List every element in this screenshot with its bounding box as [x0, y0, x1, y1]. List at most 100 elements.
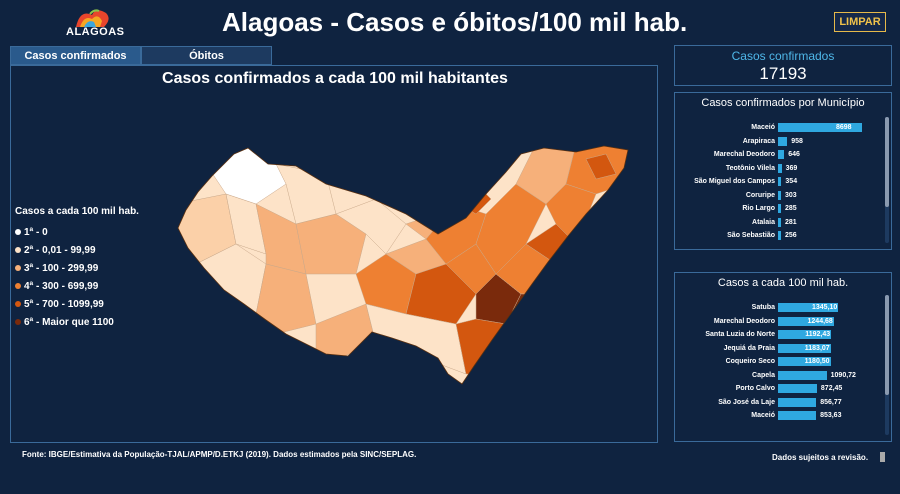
tab-bar: Casos confirmados Óbitos	[10, 46, 272, 65]
map-legend: Casos a cada 100 mil hab. 1ª - 0 2ª - 0,…	[15, 206, 139, 331]
bar-row[interactable]: São José da Laje 856,77	[675, 397, 885, 408]
municipality-cases-panel: Casos confirmados por Município Maceió 86…	[674, 92, 892, 250]
bar-row[interactable]: São Miguel dos Campos 354	[675, 177, 885, 187]
bar-row[interactable]: Coruripe 303	[675, 190, 885, 201]
bar-label: Jequiá da Praia	[723, 344, 775, 352]
bar-label: Coqueiro Seco	[725, 358, 775, 365]
bar-label: Marechal Deodoro	[713, 151, 775, 158]
bar-label: Marechal Deodoro	[713, 317, 775, 325]
bar-value-label: 1090,72	[830, 371, 856, 379]
bar-row[interactable]: Maceió 853,63	[675, 411, 885, 421]
kpi-label: Casos confirmados	[731, 49, 835, 63]
bar[interactable]	[778, 411, 817, 420]
bar-row[interactable]: Arapiraca 958	[675, 136, 885, 147]
bar[interactable]	[778, 163, 782, 173]
bar[interactable]	[778, 330, 832, 339]
bar-label: Maceió	[751, 412, 775, 419]
clear-button[interactable]: LIMPAR	[834, 12, 886, 32]
page-title: Alagoas - Casos e óbitos/100 mil hab.	[222, 7, 688, 37]
bar-value-label: 1244,68	[807, 317, 833, 325]
kpi-value: 17193	[759, 64, 807, 83]
legend-item[interactable]: 2ª - 0,01 - 99,99	[15, 241, 139, 259]
bar-value-label: 285	[785, 205, 797, 212]
legend-item[interactable]: 3ª - 100 - 299,99	[15, 259, 139, 277]
bar-label: Teotônio Vilela	[725, 164, 775, 172]
bar-label: Porto Calvo	[735, 385, 775, 392]
legend-title: Casos a cada 100 mil hab.	[15, 206, 139, 217]
bar-label: Santa Luzia do Norte	[705, 331, 775, 338]
logo-text: ALAGOAS	[66, 26, 125, 38]
kpi-card: Casos confirmados 17193	[674, 45, 892, 86]
scroll-thumb[interactable]	[885, 117, 889, 207]
bar-value-label: 646	[788, 151, 800, 158]
bar-value-label: 1180,50	[804, 358, 830, 365]
bar[interactable]	[778, 303, 838, 312]
map-panel: Casos confirmados a cada 100 mil habitan…	[10, 65, 658, 443]
bar-label: Rio Largo	[742, 205, 775, 212]
bar[interactable]	[778, 123, 862, 132]
bar-value-label: 354	[785, 178, 798, 185]
bar-row[interactable]: Capela 1090,72	[675, 370, 885, 381]
bar[interactable]	[778, 370, 827, 380]
bar-label: Coruripe	[745, 191, 775, 199]
scrollbar[interactable]	[885, 117, 889, 243]
bar-row[interactable]: Marechal Deodoro 646	[675, 150, 885, 160]
bar[interactable]	[778, 190, 781, 200]
bar-row[interactable]: São Sebastião 256	[675, 231, 885, 241]
tab-obitos[interactable]: Óbitos	[141, 46, 272, 65]
legend-item[interactable]: 5ª - 700 - 1099,99	[15, 295, 139, 313]
municipality-cases-title: Casos confirmados por Município	[701, 97, 865, 109]
bar[interactable]	[778, 136, 788, 146]
per-100k-title: Casos a cada 100 mil hab.	[717, 277, 849, 289]
bar-label: Atalaia	[752, 218, 775, 226]
alagoas-choropleth-map[interactable]	[176, 144, 636, 394]
legend-item[interactable]: 4ª - 300 - 699,99	[15, 277, 139, 295]
bar[interactable]	[778, 150, 785, 159]
note-indicator	[880, 452, 885, 462]
bar-row[interactable]: Rio Largo 285	[675, 204, 885, 214]
bar-label: Arapiraca	[742, 137, 775, 145]
bar-row[interactable]: Satuba 1345,10	[675, 303, 885, 313]
bar-row[interactable]: Santa Luzia do Norte 1192,43	[675, 330, 885, 340]
bar-value-label: 872,45	[820, 385, 843, 392]
bar-label: São José da Laje	[718, 398, 775, 406]
bar-label: Maceió	[751, 124, 775, 131]
bar[interactable]	[778, 384, 817, 393]
bar-label: Capela	[752, 371, 775, 379]
legend-dot	[15, 301, 21, 307]
municipality-shapes[interactable]	[176, 144, 636, 394]
bar-row[interactable]: Atalaia 281	[675, 217, 885, 228]
bar[interactable]	[778, 231, 781, 240]
bar-value-label: 8698	[836, 124, 852, 131]
bar-row[interactable]: Coqueiro Seco 1180,50	[675, 357, 885, 367]
bar[interactable]	[778, 397, 817, 407]
scrollbar[interactable]	[885, 295, 889, 435]
bar-value-label: 1192,43	[805, 331, 831, 338]
bar-label: Satuba	[751, 304, 775, 311]
legend-item[interactable]: 6ª - Maior que 1100	[15, 313, 139, 331]
bar[interactable]	[778, 316, 834, 326]
map-title: Casos confirmados a cada 100 mil habitan…	[162, 70, 508, 87]
bar[interactable]	[778, 217, 781, 227]
bar[interactable]	[778, 357, 831, 366]
bar-value-label: 856,77	[820, 398, 842, 406]
bar-value-label: 853,63	[820, 412, 842, 419]
bar-row[interactable]: Maceió 8698	[675, 123, 885, 133]
legend-dot	[15, 229, 21, 235]
tab-casos-confirmados[interactable]: Casos confirmados	[10, 46, 141, 65]
bar[interactable]	[778, 343, 831, 353]
bar-row[interactable]: Marechal Deodoro 1244,68	[675, 316, 885, 327]
bar-row[interactable]: Teotônio Vilela 369	[675, 163, 885, 174]
bar-row[interactable]: Jequiá da Praia 1183,07	[675, 343, 885, 354]
legend-dot	[15, 319, 21, 325]
legend-item[interactable]: 1ª - 0	[15, 223, 139, 241]
legend-dot	[15, 247, 21, 253]
bar[interactable]	[778, 177, 782, 186]
footer-source: Fonte: IBGE/Estimativa da População-TJAL…	[22, 450, 417, 459]
bar[interactable]	[778, 204, 781, 213]
bar-row[interactable]: Porto Calvo 872,45	[675, 384, 885, 394]
bar-label: São Sebastião	[727, 232, 775, 239]
bar-value-label: 1345,10	[812, 304, 838, 311]
scroll-thumb[interactable]	[885, 295, 889, 395]
bar-value-label: 369	[785, 164, 798, 172]
